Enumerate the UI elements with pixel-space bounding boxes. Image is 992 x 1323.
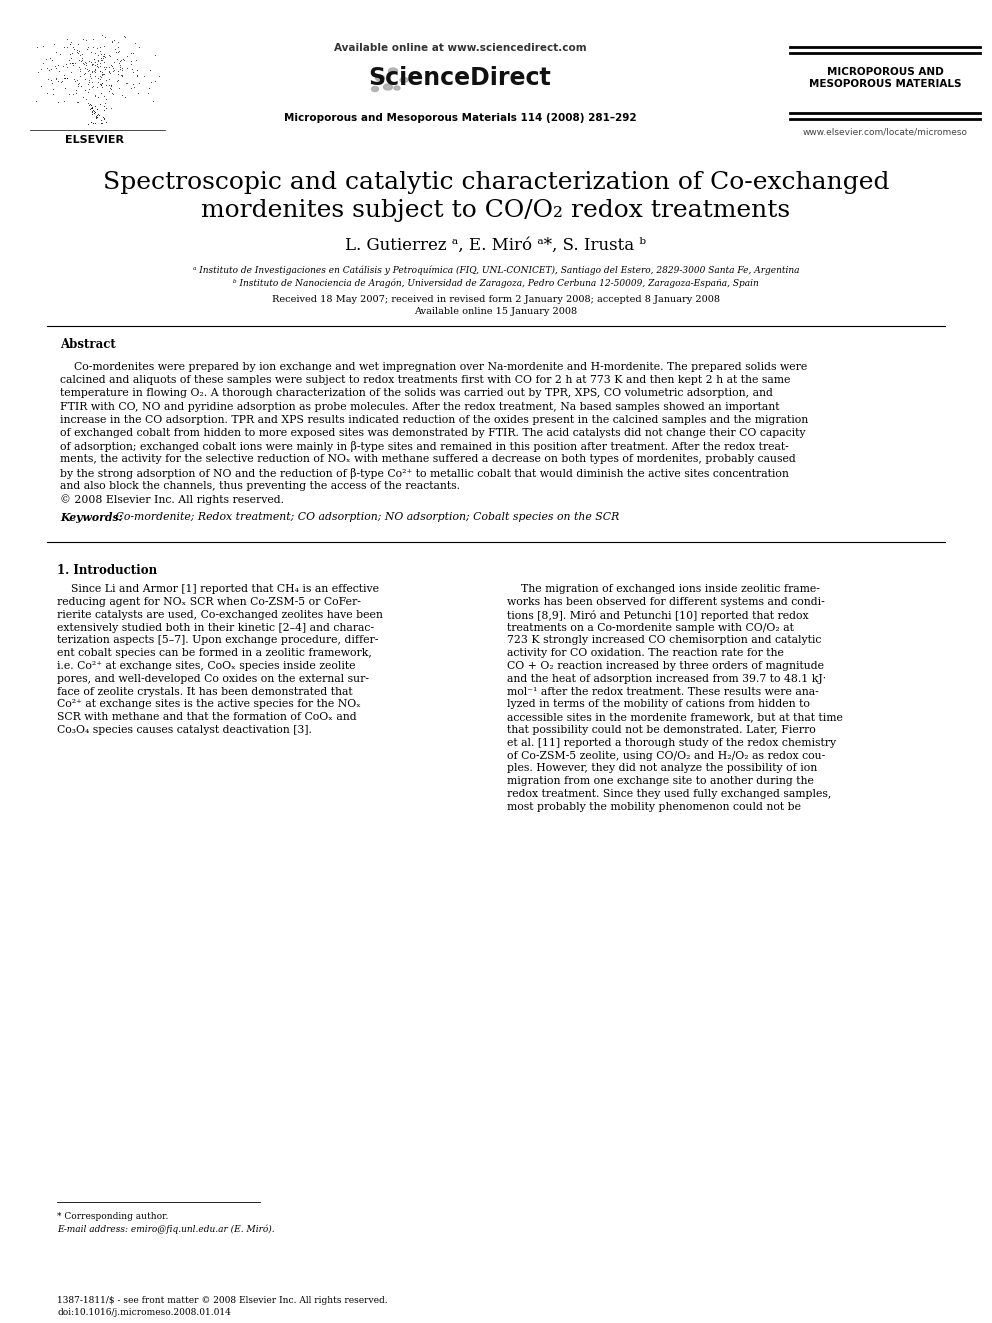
Text: by the strong adsorption of NO and the reduction of β-type Co²⁺ to metallic coba: by the strong adsorption of NO and the r… <box>60 467 789 479</box>
Ellipse shape <box>384 83 393 90</box>
Text: most probably the mobility phenomenon could not be: most probably the mobility phenomenon co… <box>507 802 801 812</box>
Text: Co²⁺ at exchange sites is the active species for the NOₓ: Co²⁺ at exchange sites is the active spe… <box>57 700 361 709</box>
Text: tions [8,9]. Miró and Petunchi [10] reported that redox: tions [8,9]. Miró and Petunchi [10] repo… <box>507 610 808 620</box>
Text: MICROPOROUS AND: MICROPOROUS AND <box>826 67 943 77</box>
Text: ScienceDirect: ScienceDirect <box>369 66 552 90</box>
Ellipse shape <box>389 67 398 74</box>
Text: of Co-ZSM-5 zeolite, using CO/O₂ and H₂/O₂ as redox cou-: of Co-ZSM-5 zeolite, using CO/O₂ and H₂/… <box>507 750 825 761</box>
Text: ᵇ Instituto de Nanociencia de Aragón, Universidad de Zaragoza, Pedro Cerbuna 12-: ᵇ Instituto de Nanociencia de Aragón, Un… <box>233 278 759 287</box>
Text: 1387-1811/$ - see front matter © 2008 Elsevier Inc. All rights reserved.: 1387-1811/$ - see front matter © 2008 El… <box>57 1297 388 1304</box>
Text: ments, the activity for the selective reduction of NOₓ with methane suffered a d: ments, the activity for the selective re… <box>60 454 796 464</box>
Text: mol⁻¹ after the redox treatment. These results were ana-: mol⁻¹ after the redox treatment. These r… <box>507 687 818 697</box>
Text: lyzed in terms of the mobility of cations from hidden to: lyzed in terms of the mobility of cation… <box>507 700 809 709</box>
Text: Since Li and Armor [1] reported that CH₄ is an effective: Since Li and Armor [1] reported that CH₄… <box>57 585 379 594</box>
Text: i.e. Co²⁺ at exchange sites, CoOₓ species inside zeolite: i.e. Co²⁺ at exchange sites, CoOₓ specie… <box>57 662 355 671</box>
Text: mordenites subject to CO/O₂ redox treatments: mordenites subject to CO/O₂ redox treatm… <box>201 198 791 221</box>
Text: reducing agent for NOₓ SCR when Co-ZSM-5 or CoFer-: reducing agent for NOₓ SCR when Co-ZSM-5… <box>57 597 361 607</box>
Text: www.elsevier.com/locate/micromeso: www.elsevier.com/locate/micromeso <box>803 127 967 136</box>
Text: calcined and aliquots of these samples were subject to redox treatments first wi: calcined and aliquots of these samples w… <box>60 376 791 385</box>
Text: redox treatment. Since they used fully exchanged samples,: redox treatment. Since they used fully e… <box>507 789 831 799</box>
Text: of exchanged cobalt from hidden to more exposed sites was demonstrated by FTIR. : of exchanged cobalt from hidden to more … <box>60 429 806 438</box>
Text: 723 K strongly increased CO chemisorption and catalytic: 723 K strongly increased CO chemisorptio… <box>507 635 821 646</box>
Text: increase in the CO adsorption. TPR and XPS results indicated reduction of the ox: increase in the CO adsorption. TPR and X… <box>60 415 808 425</box>
Text: SCR with methane and that the formation of CoOₓ and: SCR with methane and that the formation … <box>57 712 357 722</box>
Text: Keywords:: Keywords: <box>60 512 123 523</box>
Text: Abstract: Abstract <box>60 339 116 352</box>
Text: ELSEVIER: ELSEVIER <box>65 135 125 146</box>
Text: ent cobalt species can be formed in a zeolitic framework,: ent cobalt species can be formed in a ze… <box>57 648 372 659</box>
Text: ples. However, they did not analyze the possibility of ion: ples. However, they did not analyze the … <box>507 763 817 774</box>
Text: treatments on a Co-mordenite sample with CO/O₂ at: treatments on a Co-mordenite sample with… <box>507 623 794 632</box>
Text: works has been observed for different systems and condi-: works has been observed for different sy… <box>507 597 824 607</box>
Text: 1. Introduction: 1. Introduction <box>57 564 157 577</box>
Text: Available online 15 January 2008: Available online 15 January 2008 <box>415 307 577 316</box>
Text: FTIR with CO, NO and pyridine adsorption as probe molecules. After the redox tre: FTIR with CO, NO and pyridine adsorption… <box>60 402 780 411</box>
Text: Co-mordenites were prepared by ion exchange and wet impregnation over Na-mordeni: Co-mordenites were prepared by ion excha… <box>60 363 807 372</box>
Text: and also block the channels, thus preventing the access of the reactants.: and also block the channels, thus preven… <box>60 480 460 491</box>
Text: The migration of exchanged ions inside zeolitic frame-: The migration of exchanged ions inside z… <box>507 585 819 594</box>
Text: CO + O₂ reaction increased by three orders of magnitude: CO + O₂ reaction increased by three orde… <box>507 662 824 671</box>
Text: et al. [11] reported a thorough study of the redox chemistry: et al. [11] reported a thorough study of… <box>507 738 836 747</box>
Text: Co₃O₄ species causes catalyst deactivation [3].: Co₃O₄ species causes catalyst deactivati… <box>57 725 311 736</box>
Text: Available online at www.sciencedirect.com: Available online at www.sciencedirect.co… <box>333 44 586 53</box>
Ellipse shape <box>400 78 408 82</box>
Text: accessible sites in the mordenite framework, but at that time: accessible sites in the mordenite framew… <box>507 712 843 722</box>
Text: Received 18 May 2007; received in revised form 2 January 2008; accepted 8 Januar: Received 18 May 2007; received in revise… <box>272 295 720 304</box>
Text: Co-mordenite; Redox treatment; CO adsorption; NO adsorption; Cobalt species on t: Co-mordenite; Redox treatment; CO adsorp… <box>112 512 619 523</box>
Text: of adsorption; exchanged cobalt ions were mainly in β-type sites and remained in: of adsorption; exchanged cobalt ions wer… <box>60 441 789 452</box>
Text: face of zeolite crystals. It has been demonstrated that: face of zeolite crystals. It has been de… <box>57 687 352 697</box>
Text: and the heat of adsorption increased from 39.7 to 48.1 kJ·: and the heat of adsorption increased fro… <box>507 673 826 684</box>
Text: extensively studied both in their kinetic [2–4] and charac-: extensively studied both in their kineti… <box>57 623 374 632</box>
Text: MESOPOROUS MATERIALS: MESOPOROUS MATERIALS <box>808 79 961 89</box>
Text: E-mail address: emiro@fiq.unl.edu.ar (E. Miró).: E-mail address: emiro@fiq.unl.edu.ar (E.… <box>57 1224 275 1233</box>
Text: doi:10.1016/j.micromeso.2008.01.014: doi:10.1016/j.micromeso.2008.01.014 <box>57 1308 231 1316</box>
Text: Microporous and Mesoporous Materials 114 (2008) 281–292: Microporous and Mesoporous Materials 114… <box>284 112 636 123</box>
Text: Spectroscopic and catalytic characterization of Co-exchanged: Spectroscopic and catalytic characteriza… <box>103 171 889 193</box>
Text: migration from one exchange site to another during the: migration from one exchange site to anot… <box>507 777 813 786</box>
Text: ᵃ Instituto de Investigaciones en Catálisis y Petroquímica (FIQ, UNL-CONICET), S: ᵃ Instituto de Investigaciones en Catáli… <box>192 265 800 275</box>
Text: * Corresponding author.: * Corresponding author. <box>57 1212 169 1221</box>
Text: terization aspects [5–7]. Upon exchange procedure, differ-: terization aspects [5–7]. Upon exchange … <box>57 635 378 646</box>
Text: temperature in flowing O₂. A thorough characterization of the solids was carried: temperature in flowing O₂. A thorough ch… <box>60 389 773 398</box>
Ellipse shape <box>394 86 400 90</box>
Text: © 2008 Elsevier Inc. All rights reserved.: © 2008 Elsevier Inc. All rights reserved… <box>60 493 284 505</box>
Text: rierite catalysts are used, Co-exchanged zeolites have been: rierite catalysts are used, Co-exchanged… <box>57 610 383 619</box>
Ellipse shape <box>376 75 385 81</box>
Text: L. Gutierrez ᵃ, E. Miró ᵃ*, S. Irusta ᵇ: L. Gutierrez ᵃ, E. Miró ᵃ*, S. Irusta ᵇ <box>345 237 647 254</box>
Text: that possibility could not be demonstrated. Later, Fierro: that possibility could not be demonstrat… <box>507 725 815 736</box>
Text: pores, and well-developed Co oxides on the external sur-: pores, and well-developed Co oxides on t… <box>57 673 369 684</box>
Text: activity for CO oxidation. The reaction rate for the: activity for CO oxidation. The reaction … <box>507 648 784 659</box>
Ellipse shape <box>371 86 379 91</box>
